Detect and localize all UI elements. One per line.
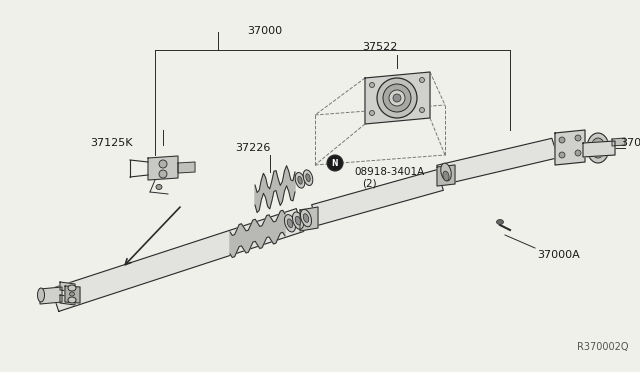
Ellipse shape xyxy=(303,170,313,186)
Ellipse shape xyxy=(383,84,411,112)
Ellipse shape xyxy=(303,214,308,222)
Text: 37000A: 37000A xyxy=(537,250,580,260)
Polygon shape xyxy=(583,141,615,157)
Polygon shape xyxy=(365,72,430,124)
Polygon shape xyxy=(312,170,444,225)
Text: 37125K: 37125K xyxy=(90,138,133,148)
Polygon shape xyxy=(40,287,62,304)
Text: 08918-3401A: 08918-3401A xyxy=(354,167,424,177)
Polygon shape xyxy=(65,286,80,303)
Ellipse shape xyxy=(287,219,292,228)
Polygon shape xyxy=(60,295,75,305)
Polygon shape xyxy=(178,162,195,173)
Ellipse shape xyxy=(559,137,565,143)
Polygon shape xyxy=(437,165,455,186)
Ellipse shape xyxy=(559,152,565,158)
Polygon shape xyxy=(230,210,285,257)
Ellipse shape xyxy=(369,110,374,115)
Ellipse shape xyxy=(443,171,449,181)
Ellipse shape xyxy=(70,292,74,296)
Text: (2): (2) xyxy=(362,178,376,188)
Ellipse shape xyxy=(575,135,581,141)
Ellipse shape xyxy=(301,209,312,227)
Ellipse shape xyxy=(156,185,162,189)
Polygon shape xyxy=(555,130,585,165)
Polygon shape xyxy=(612,138,625,146)
Ellipse shape xyxy=(377,78,417,118)
Ellipse shape xyxy=(295,173,305,188)
Ellipse shape xyxy=(389,90,405,106)
Ellipse shape xyxy=(393,94,401,102)
Ellipse shape xyxy=(306,174,310,182)
Ellipse shape xyxy=(159,170,167,178)
Ellipse shape xyxy=(298,176,302,184)
Ellipse shape xyxy=(68,285,76,291)
Text: N: N xyxy=(332,158,339,167)
Ellipse shape xyxy=(497,219,504,224)
Ellipse shape xyxy=(327,155,343,171)
Ellipse shape xyxy=(369,83,374,87)
Polygon shape xyxy=(255,166,295,212)
Polygon shape xyxy=(60,282,75,292)
Ellipse shape xyxy=(419,108,424,112)
Ellipse shape xyxy=(295,216,301,225)
Ellipse shape xyxy=(419,77,424,83)
Ellipse shape xyxy=(575,150,581,156)
Polygon shape xyxy=(437,138,558,185)
Ellipse shape xyxy=(159,160,167,168)
Ellipse shape xyxy=(292,212,303,230)
Ellipse shape xyxy=(285,215,296,232)
Ellipse shape xyxy=(68,297,76,303)
Text: 37000: 37000 xyxy=(248,26,283,36)
Text: R370002Q: R370002Q xyxy=(577,342,628,352)
Ellipse shape xyxy=(441,163,451,181)
Polygon shape xyxy=(300,207,318,231)
Text: 37000B: 37000B xyxy=(620,138,640,148)
Ellipse shape xyxy=(587,133,609,163)
Ellipse shape xyxy=(38,288,45,302)
Polygon shape xyxy=(51,209,304,311)
Ellipse shape xyxy=(591,138,605,158)
Text: 37522: 37522 xyxy=(362,42,397,52)
Text: 37226: 37226 xyxy=(236,143,271,153)
Polygon shape xyxy=(148,156,178,180)
